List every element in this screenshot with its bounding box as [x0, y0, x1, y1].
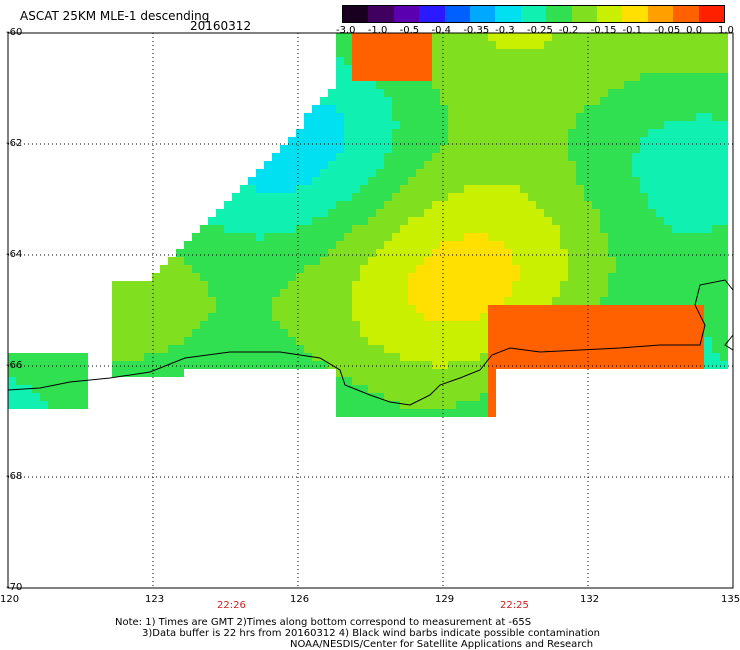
time-label-1: 22:26: [217, 600, 246, 611]
colorbar-label: -0.15: [590, 25, 617, 36]
colorbar-swatch: [444, 6, 471, 22]
colorbar: [342, 5, 725, 23]
lat-label: -64: [6, 249, 23, 260]
colorbar-swatch: [520, 6, 547, 22]
lon-label: 135: [721, 594, 740, 605]
lat-label: -68: [6, 471, 23, 482]
map-title: ASCAT 25KM MLE-1 descending: [20, 9, 210, 23]
colorbar-swatch: [571, 6, 598, 22]
colorbar-swatch: [495, 6, 521, 22]
map-frame: [7, 32, 734, 589]
lat-label: -60: [6, 27, 23, 38]
colorbar-swatch: [470, 6, 496, 22]
note-line-1: Note: 1) Times are GMT 2)Times along bot…: [115, 617, 532, 628]
colorbar-label: -0.3: [495, 25, 515, 36]
coastline: [7, 279, 734, 406]
colorbar-swatch: [698, 6, 725, 22]
lat-label: -66: [6, 360, 23, 371]
colorbar-swatch: [622, 6, 648, 22]
colorbar-label: -0.35: [463, 25, 490, 36]
colorbar-label: -0.05: [654, 25, 681, 36]
colorbar-label: -0.5: [399, 25, 420, 36]
colorbar-label: 0.0: [686, 25, 703, 36]
note-line-3: NOAA/NESDIS/Center for Satellite Applica…: [290, 639, 594, 650]
lat-label: -70: [6, 582, 23, 593]
colorbar-swatch: [343, 6, 369, 22]
colorbar-swatch: [368, 6, 394, 22]
colorbar-label: -1.0: [367, 25, 388, 36]
colorbar-swatch: [597, 6, 623, 22]
lon-label: 126: [290, 594, 310, 605]
colorbar-swatch: [393, 6, 420, 22]
lon-label: 120: [0, 594, 20, 605]
colorbar-label: 1.0: [718, 25, 734, 36]
colorbar-swatch: [673, 6, 699, 22]
lon-label: 123: [145, 594, 165, 605]
colorbar-label: -0.1: [622, 25, 643, 36]
gridlines: [8, 33, 733, 588]
colorbar-swatch: [419, 6, 445, 22]
map-date: 20160312: [190, 19, 252, 33]
colorbar-label: -3.0: [336, 25, 356, 36]
colorbar-swatch: [647, 6, 674, 22]
lon-label: 132: [580, 594, 600, 605]
colorbar-swatch: [546, 6, 572, 22]
lon-label: 129: [435, 594, 455, 605]
note-line-2: 3)Data buffer is 22 hrs from 20160312 4)…: [142, 628, 600, 639]
data-swath: [8, 33, 728, 417]
colorbar-labels: -3.0 -1.0 -0.5 -0.4 -0.35 -0.3 -0.25 -0.2 -0.15-…: [336, 25, 736, 37]
time-label-2: 22:25: [500, 600, 529, 611]
colorbar-label: -0.25: [527, 25, 553, 36]
lat-label: -62: [6, 138, 23, 149]
colorbar-label: -0.4: [431, 25, 452, 36]
colorbar-label: -0.2: [558, 25, 579, 36]
